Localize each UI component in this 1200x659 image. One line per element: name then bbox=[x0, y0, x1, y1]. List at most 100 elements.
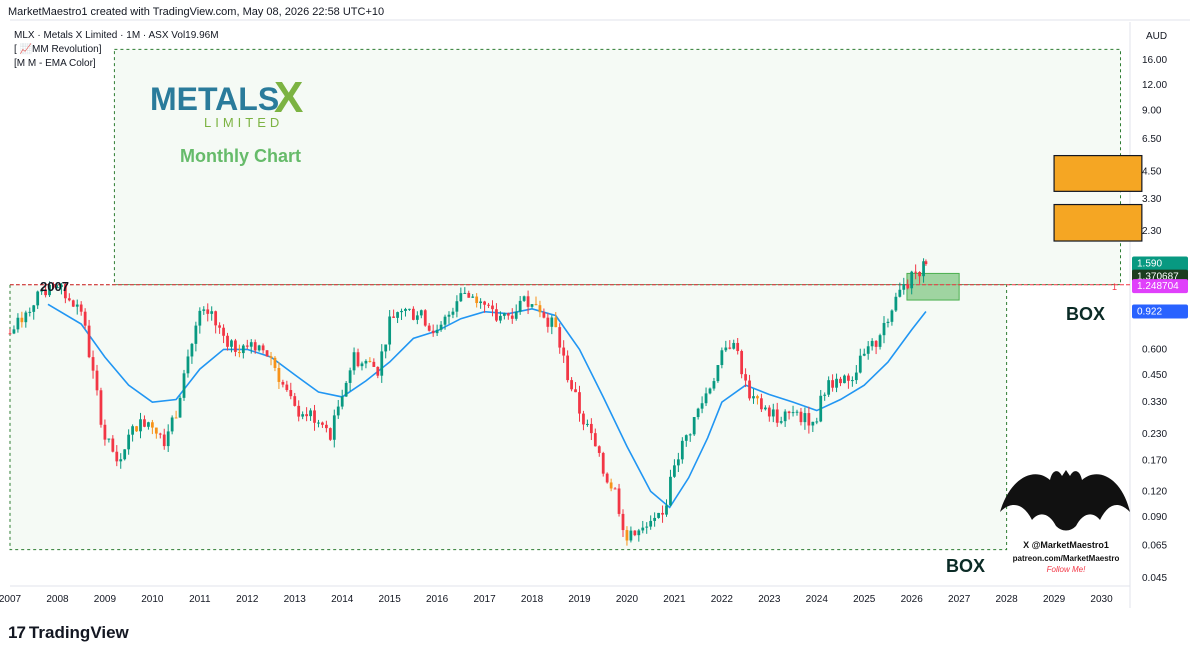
level-tag-text: 1.248704 bbox=[1137, 281, 1179, 292]
price-axis: 16.00 12.00 9.00 6.50 4.50 3.30 2.30 0.600 0.450… bbox=[1142, 55, 1167, 584]
candle-body bbox=[281, 381, 285, 385]
candle-body bbox=[206, 309, 210, 314]
candle-body bbox=[605, 473, 609, 483]
candle-body bbox=[479, 301, 483, 304]
candle-body bbox=[874, 340, 878, 347]
candle-body bbox=[526, 296, 530, 307]
candle-body bbox=[412, 308, 415, 320]
candle-body bbox=[277, 367, 281, 382]
candle-body bbox=[301, 414, 305, 417]
candle-body bbox=[657, 512, 660, 518]
candle-body bbox=[63, 284, 67, 299]
candle-body bbox=[154, 427, 158, 434]
candle-body bbox=[688, 434, 692, 436]
candle-body bbox=[459, 293, 463, 302]
candle-body bbox=[629, 530, 633, 541]
candle-body bbox=[518, 300, 522, 312]
candle-body bbox=[111, 438, 115, 452]
symbol-legend[interactable]: MLX · Metals X Limited · 1M · ASX Vol19.… bbox=[14, 30, 219, 41]
time-tick-label: 2029 bbox=[1043, 594, 1066, 605]
candle-body bbox=[752, 396, 755, 399]
time-tick-label: 2025 bbox=[853, 594, 876, 605]
candle-body bbox=[95, 370, 99, 391]
candle-body bbox=[123, 449, 127, 460]
candle-body bbox=[392, 316, 395, 318]
box-zone-2 bbox=[906, 272, 960, 301]
candle-body bbox=[641, 527, 645, 531]
candle-body bbox=[811, 421, 815, 426]
bat-logo-icon: X @MarketMaestro1 patreon.com/MarketMaes… bbox=[1000, 470, 1130, 574]
price-tick-label: 4.50 bbox=[1142, 167, 1162, 178]
candle-body bbox=[178, 397, 182, 418]
candle-body bbox=[336, 406, 340, 416]
candle-body bbox=[700, 403, 704, 409]
candle-body bbox=[431, 330, 435, 334]
price-tick-label: 0.330 bbox=[1142, 397, 1167, 408]
candle-body bbox=[924, 261, 928, 265]
candle-body bbox=[495, 309, 498, 321]
candle-body bbox=[388, 316, 392, 345]
candle-body bbox=[649, 520, 653, 527]
candle-body bbox=[530, 304, 534, 307]
indicator-legend-mm-revolution[interactable]: [ 📈MM Revolution] bbox=[14, 44, 102, 55]
tradingview-wordmark: TradingView bbox=[28, 623, 129, 642]
candle-body bbox=[44, 290, 47, 296]
ema-fast-tag-text: 1.370687 bbox=[1137, 272, 1179, 283]
candle-body bbox=[712, 381, 716, 389]
candle-body bbox=[570, 380, 573, 390]
candle-body bbox=[732, 342, 736, 349]
price-tick-label: 0.450 bbox=[1142, 370, 1167, 381]
candle-body bbox=[574, 389, 577, 393]
candle-body bbox=[182, 373, 186, 398]
candle-body bbox=[680, 440, 684, 460]
candle-body bbox=[550, 317, 554, 327]
price-tick-label: 0.090 bbox=[1142, 512, 1167, 523]
time-tick-label: 2013 bbox=[284, 594, 307, 605]
candle-body bbox=[67, 298, 71, 301]
candle-body bbox=[617, 488, 621, 514]
candle-body bbox=[471, 296, 475, 298]
chart-credit: MarketMaestro1 created with TradingView.… bbox=[8, 6, 385, 18]
candle-body bbox=[704, 393, 708, 404]
candle-body bbox=[807, 413, 811, 426]
candle-body bbox=[317, 422, 320, 424]
candle-body bbox=[716, 365, 720, 382]
candle-body bbox=[522, 296, 526, 301]
price-tick-label: 2.30 bbox=[1142, 226, 1162, 237]
target-zone-1 bbox=[1053, 203, 1143, 242]
indicator-legend-ema-color[interactable]: [M M - EMA Color] bbox=[14, 58, 96, 69]
candle-body bbox=[139, 419, 142, 432]
time-tick-label: 2020 bbox=[616, 594, 639, 605]
candle-body bbox=[621, 513, 625, 531]
candle-body bbox=[8, 333, 12, 335]
candle-body bbox=[12, 329, 16, 334]
candle-body bbox=[633, 530, 637, 536]
time-tick-label: 2019 bbox=[568, 594, 591, 605]
candle-body bbox=[194, 325, 198, 344]
tradingview-logo[interactable]: 17 TradingView bbox=[8, 623, 129, 643]
candle-body bbox=[858, 355, 862, 373]
candle-body bbox=[740, 351, 744, 375]
candle-body bbox=[475, 296, 479, 304]
candle-body bbox=[601, 452, 605, 474]
currency-label[interactable]: AUD bbox=[1146, 31, 1168, 42]
candle-body bbox=[760, 398, 763, 410]
price-tick-label: 0.170 bbox=[1142, 456, 1167, 467]
candle-body bbox=[71, 300, 75, 307]
price-tick-label: 3.30 bbox=[1142, 194, 1162, 205]
candle-body bbox=[36, 291, 40, 306]
level-tag bbox=[1132, 279, 1188, 294]
candle-body bbox=[819, 395, 823, 422]
time-tick-label: 2030 bbox=[1090, 594, 1113, 605]
candle-body bbox=[542, 312, 546, 318]
candle-body bbox=[340, 396, 344, 407]
candle-body bbox=[625, 530, 629, 541]
candle-body bbox=[166, 431, 170, 447]
time-tick-label: 2009 bbox=[94, 594, 117, 605]
candle-body bbox=[435, 329, 439, 334]
price-chart[interactable]: 16.00 12.00 9.00 6.50 4.50 3.30 2.30 0.600 0.450… bbox=[0, 0, 1200, 620]
time-tick-label: 2027 bbox=[948, 594, 971, 605]
watermark-line-1: X @MarketMaestro1 bbox=[1023, 540, 1109, 550]
candle-body bbox=[380, 351, 384, 376]
candle-body bbox=[878, 335, 882, 347]
